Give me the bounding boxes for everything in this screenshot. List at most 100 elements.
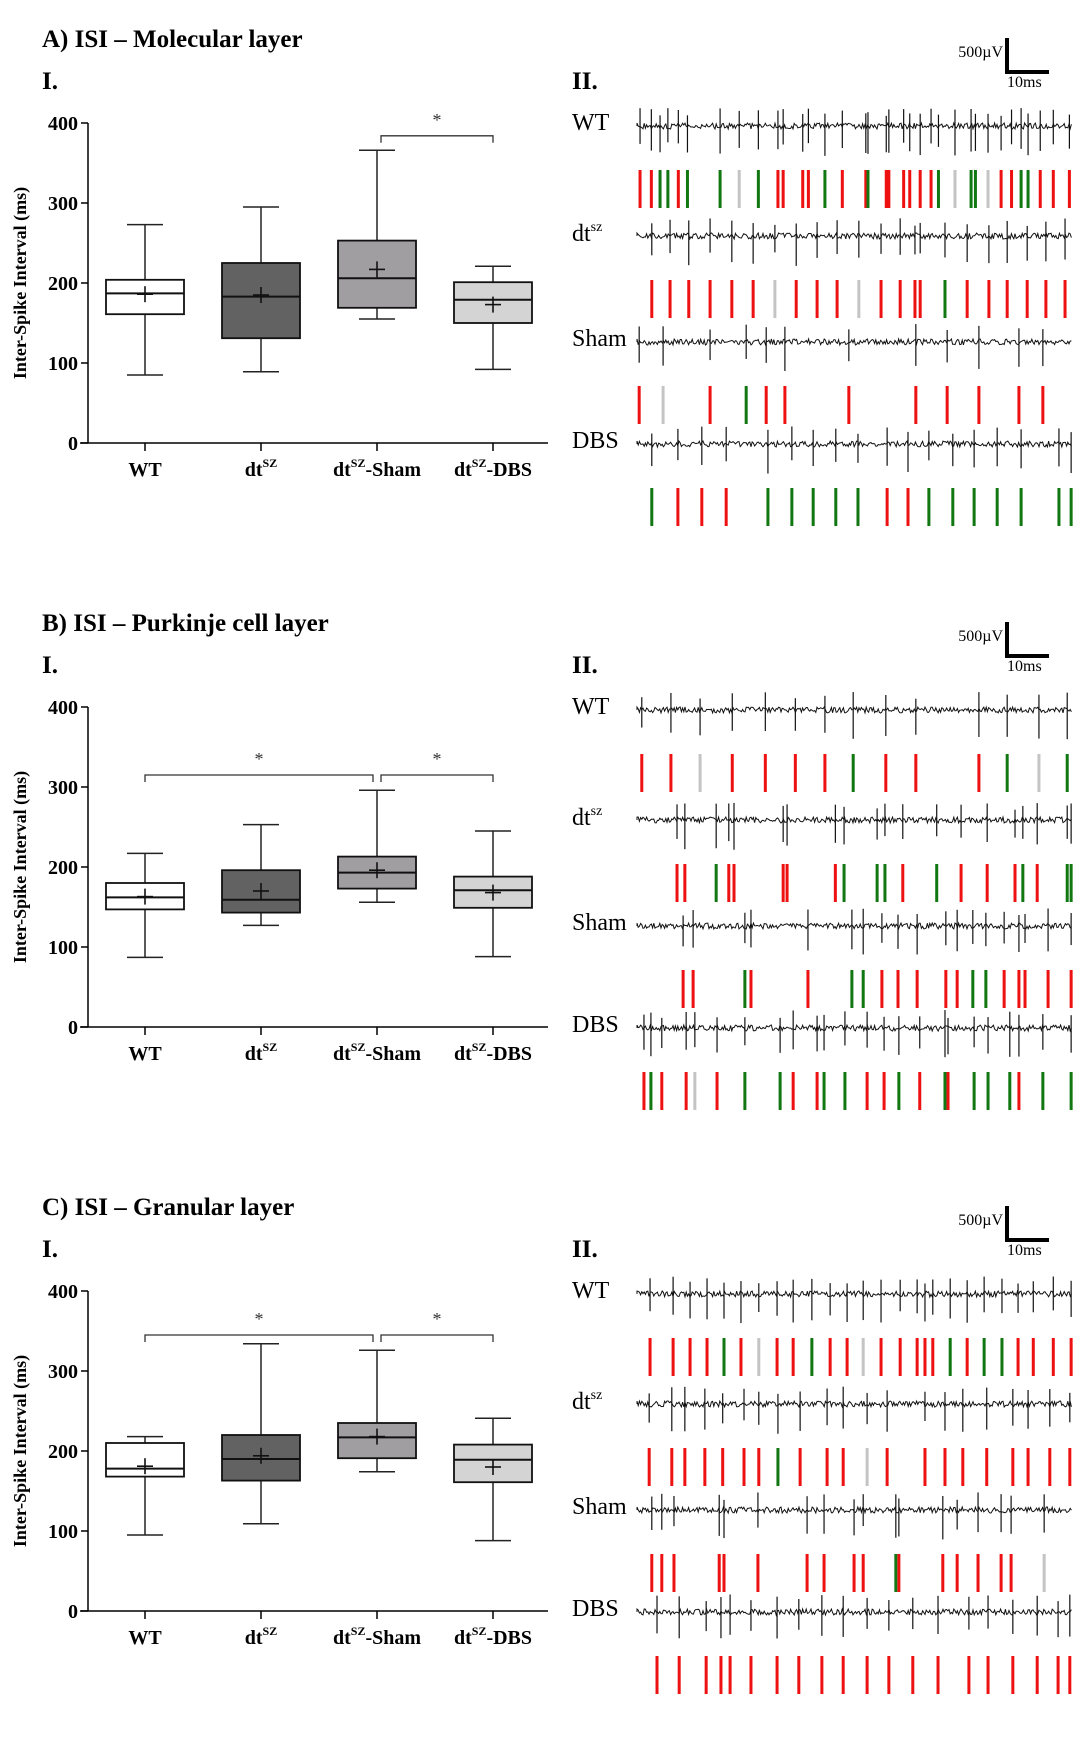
scale-time-label: 10ms bbox=[1007, 658, 1042, 675]
spike-tick bbox=[927, 488, 931, 526]
spike-tick bbox=[841, 1448, 845, 1486]
spike-tick bbox=[781, 864, 785, 902]
trace-label-superscript: sz bbox=[590, 804, 603, 819]
spike-tick bbox=[1041, 1072, 1045, 1110]
spike-tick bbox=[815, 280, 819, 318]
spike-tick bbox=[687, 280, 691, 318]
spike-tick bbox=[946, 1072, 950, 1110]
spike-tick bbox=[791, 1072, 795, 1110]
spike-tick bbox=[843, 1072, 847, 1110]
spike-tick bbox=[783, 386, 787, 424]
spike-tick bbox=[965, 1338, 969, 1376]
spike-tick bbox=[850, 970, 854, 1008]
spike-tick bbox=[887, 1656, 891, 1694]
spike-tick bbox=[815, 1072, 819, 1110]
box-3 bbox=[453, 265, 533, 371]
spike-tick bbox=[676, 488, 680, 526]
spike-tick bbox=[896, 970, 900, 1008]
spike-tick bbox=[967, 1656, 971, 1694]
spike-tick bbox=[1035, 864, 1039, 902]
spike-tick bbox=[661, 386, 665, 424]
spike-tick bbox=[683, 1448, 687, 1486]
spike-tick bbox=[897, 1554, 901, 1592]
spike-tick bbox=[730, 280, 734, 318]
spike-tick bbox=[929, 170, 933, 208]
spike-tick bbox=[915, 970, 919, 1008]
significance-star: * bbox=[433, 110, 442, 130]
x-tick-label: dtSZ-Sham bbox=[333, 456, 421, 481]
spike-tick bbox=[766, 488, 770, 526]
box-2 bbox=[337, 149, 417, 320]
scale-voltage-label: 500µV bbox=[958, 628, 1003, 645]
spike-tick bbox=[861, 1554, 865, 1592]
x-tick-label: dtSZ-DBS bbox=[454, 1624, 532, 1649]
spike-tick bbox=[670, 1448, 674, 1486]
spike-tick bbox=[1056, 1656, 1060, 1694]
significance-bracket bbox=[380, 1334, 494, 1342]
spike-tick bbox=[801, 170, 805, 208]
spike-tick bbox=[781, 170, 785, 208]
spike-tick bbox=[805, 1554, 809, 1592]
spike-tick bbox=[676, 170, 680, 208]
spike-tick bbox=[744, 386, 748, 424]
spike-tick bbox=[842, 864, 846, 902]
boxplot-chart: 0 100 200 300 400 Inter-Spike Interval (ms) WT… bbox=[10, 110, 548, 481]
spike-tick bbox=[749, 1656, 753, 1694]
spike-tick bbox=[714, 864, 718, 902]
trace-label-text: dt bbox=[572, 221, 591, 247]
spike-tick bbox=[1067, 170, 1071, 208]
trace-label-text: DBS bbox=[572, 428, 619, 454]
spike-tick bbox=[722, 1338, 726, 1376]
spike-tick bbox=[841, 1656, 845, 1694]
spike-tick bbox=[1065, 754, 1069, 792]
y-tick-label: 200 bbox=[48, 857, 78, 879]
spike-tick bbox=[908, 170, 912, 208]
x-tick-label: dtSZ-DBS bbox=[454, 456, 532, 481]
significance-star: * bbox=[255, 1309, 264, 1329]
spike-tick bbox=[986, 170, 990, 208]
voltage-trace bbox=[636, 705, 1072, 715]
spike-tick bbox=[943, 1448, 947, 1486]
spike-tick bbox=[936, 170, 940, 208]
spike-tick bbox=[722, 1554, 726, 1592]
panel-c: C) ISI – Granular layer I. II. 500µV 10m… bbox=[0, 1168, 1086, 1754]
spike-tick bbox=[943, 1072, 947, 1110]
spike-tick bbox=[866, 170, 870, 208]
spike-tick bbox=[971, 970, 975, 1008]
y-tick-label: 0 bbox=[68, 433, 78, 455]
spike-tick bbox=[969, 170, 973, 208]
spike-tick bbox=[901, 864, 905, 902]
scale-voltage-label: 500µV bbox=[958, 1212, 1003, 1229]
spike-tick bbox=[906, 488, 910, 526]
spike-tick bbox=[1068, 1656, 1072, 1694]
spike-tick bbox=[1002, 970, 1006, 1008]
spike-tick bbox=[1044, 280, 1048, 318]
spike-tick bbox=[1013, 864, 1017, 902]
trace-label: dtsz bbox=[572, 1388, 602, 1416]
spike-tick bbox=[693, 1072, 697, 1110]
scale-vertical-bar bbox=[1005, 622, 1009, 658]
spike-tick bbox=[728, 1656, 732, 1694]
spike-tick bbox=[1017, 970, 1021, 1008]
spike-tick bbox=[951, 488, 955, 526]
spike-tick bbox=[923, 1338, 927, 1376]
spike-tick bbox=[775, 1338, 779, 1376]
trace-label-text: Sham bbox=[572, 910, 627, 936]
y-tick-label: 100 bbox=[48, 353, 78, 375]
spike-tick bbox=[806, 970, 810, 1008]
spike-tick bbox=[649, 170, 653, 208]
x-tick-label: WT bbox=[128, 1043, 162, 1065]
x-tick-label: dtSZ bbox=[245, 1624, 277, 1649]
spike-tick bbox=[775, 1656, 779, 1694]
spike-tick bbox=[882, 1072, 886, 1110]
spike-tick bbox=[681, 970, 685, 1008]
spike-tick bbox=[987, 280, 991, 318]
spike-tick bbox=[861, 1338, 865, 1376]
spike-tick bbox=[976, 1554, 980, 1592]
y-tick-label: 400 bbox=[48, 1281, 78, 1303]
spike-tick bbox=[828, 1338, 832, 1376]
panel-title: C) ISI – Granular layer bbox=[42, 1194, 295, 1221]
spike-tick bbox=[1011, 1448, 1015, 1486]
trace-label-text: DBS bbox=[572, 1012, 619, 1038]
spike-tick bbox=[944, 970, 948, 1008]
